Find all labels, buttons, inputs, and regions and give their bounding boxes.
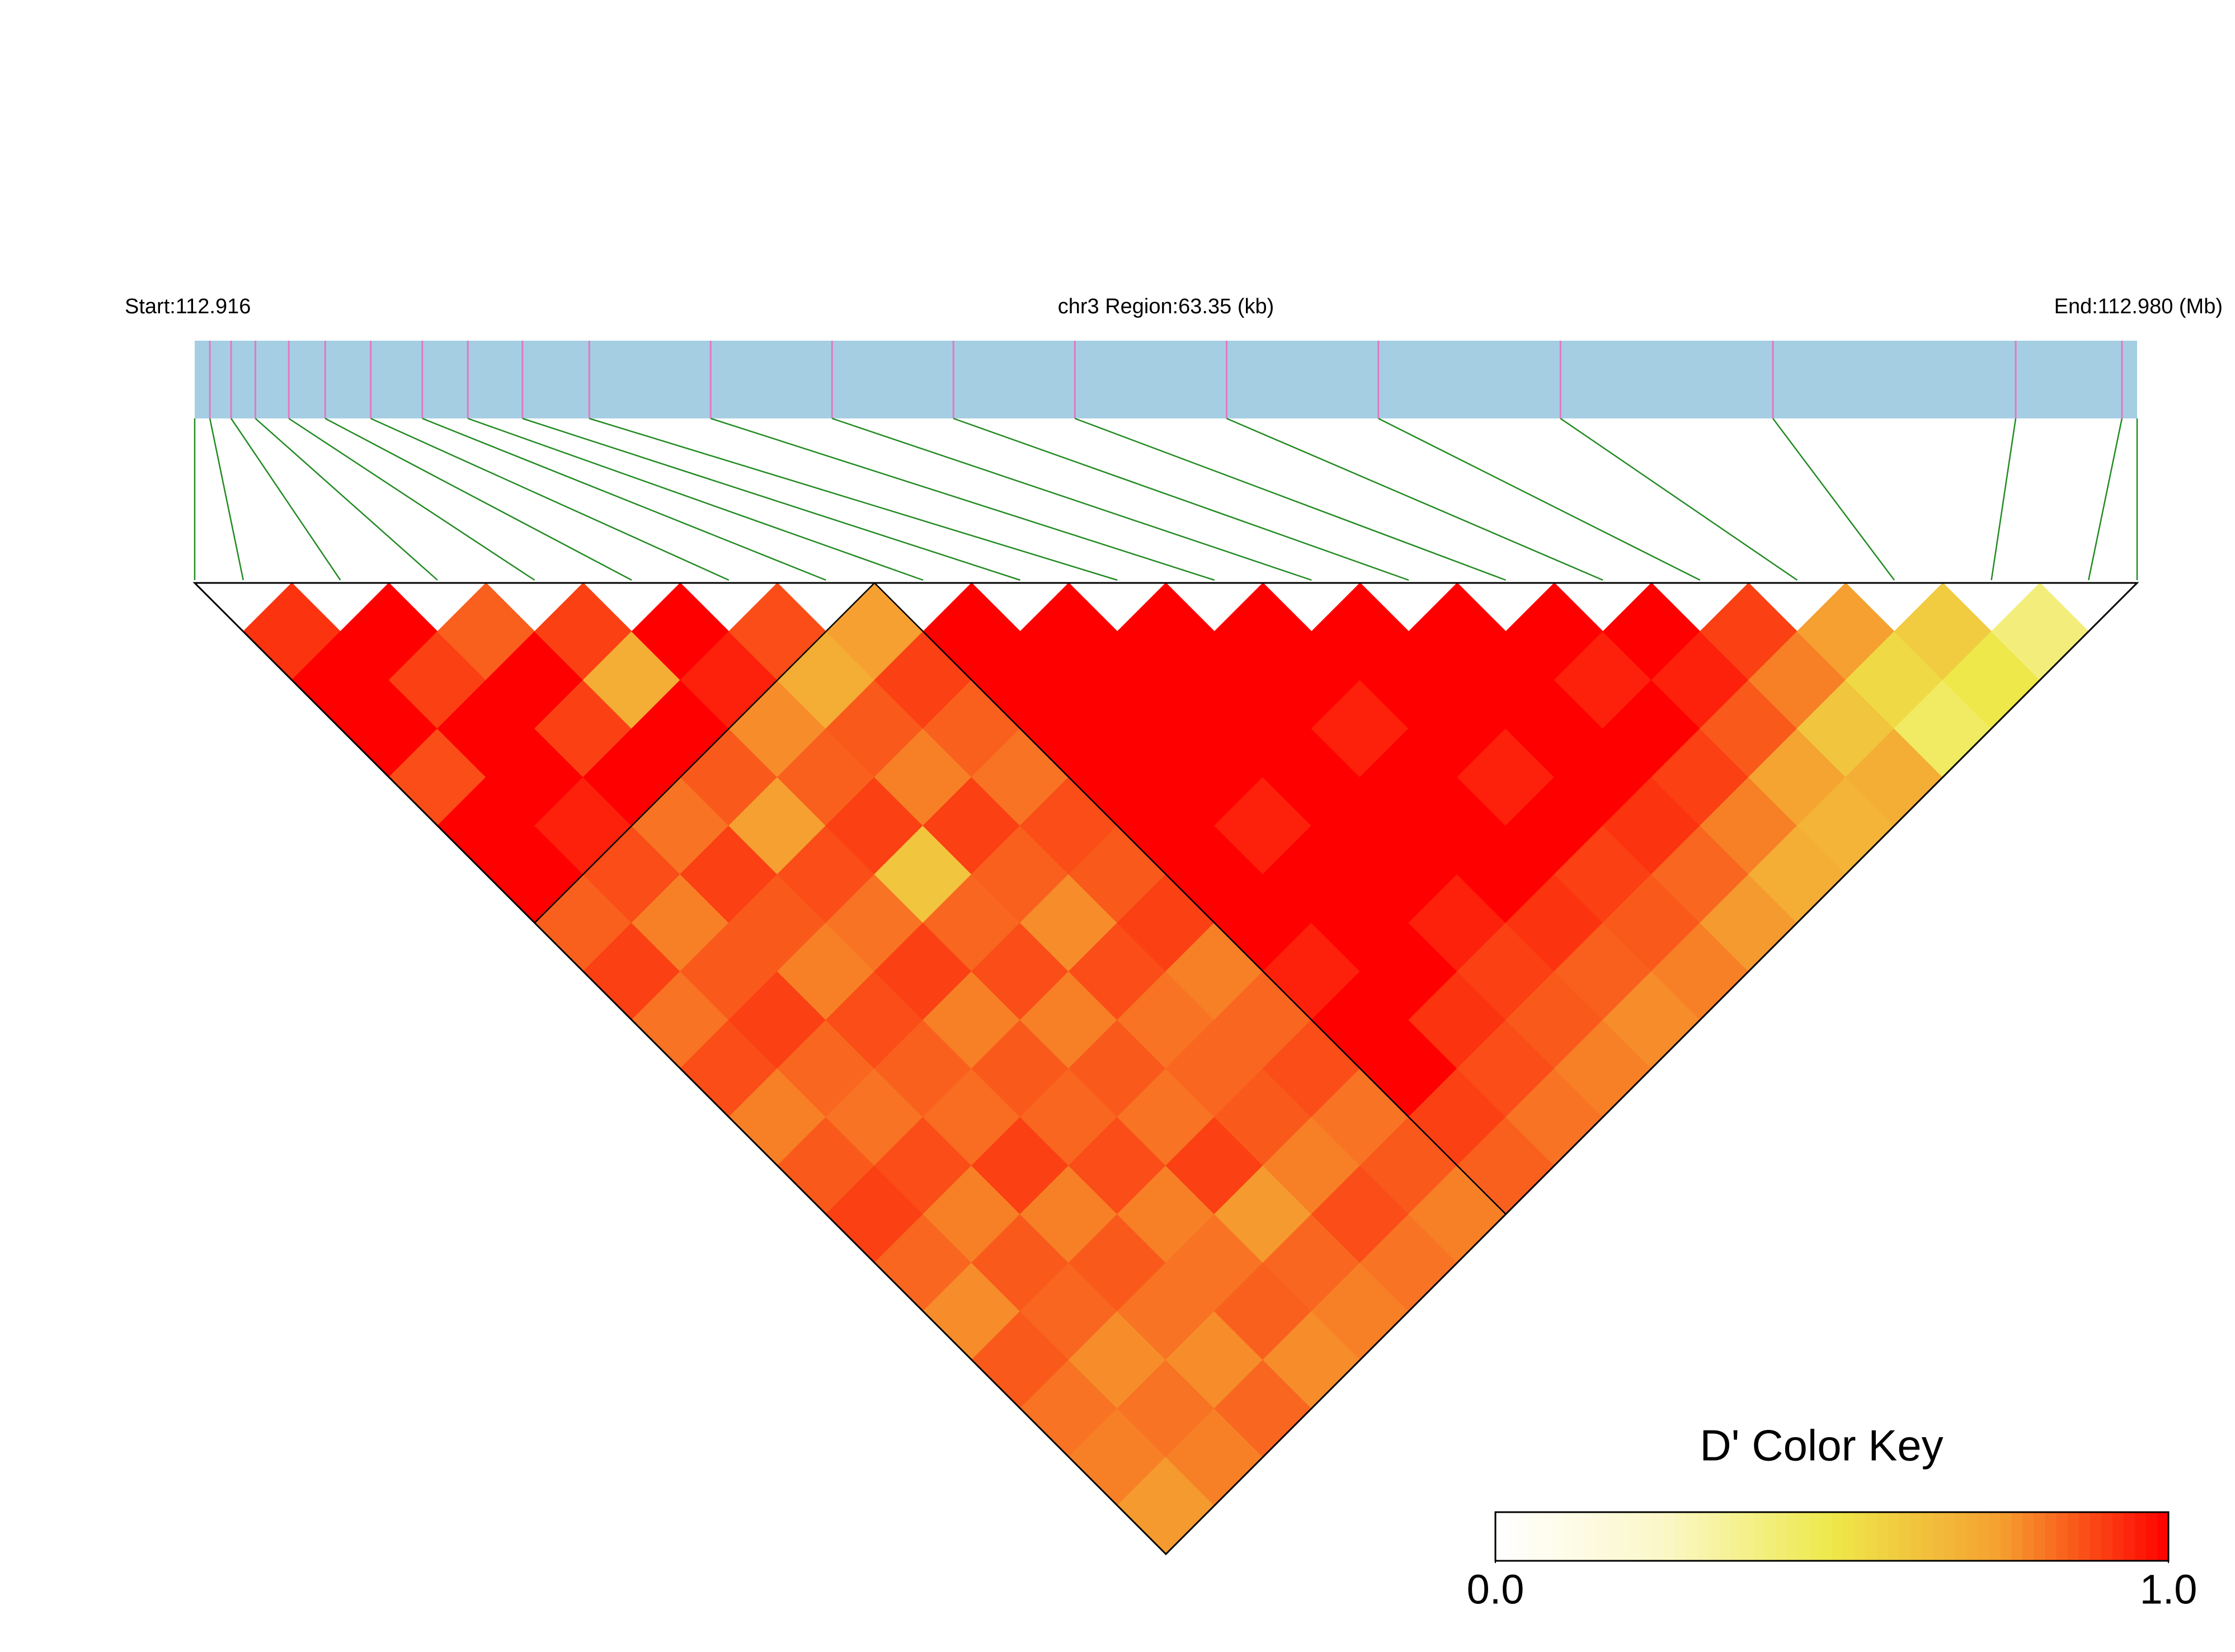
snp-link (209, 418, 244, 581)
snp-link (467, 417, 924, 581)
color-key-step (1765, 1512, 1777, 1561)
color-key-tick-label: 0.0 (1467, 1566, 1524, 1613)
color-key-step (1585, 1512, 1597, 1561)
snp-link (1378, 417, 1701, 581)
color-key-step (1989, 1512, 2001, 1561)
color-key-step (1663, 1512, 1676, 1561)
color-key-step (1944, 1512, 1956, 1561)
color-key-step (2078, 1512, 2091, 1561)
color-key-tick-label: 1.0 (2140, 1566, 2198, 1613)
color-key-step (1529, 1512, 1541, 1561)
color-key-step (2134, 1512, 2147, 1561)
color-key-step (1876, 1512, 1889, 1561)
color-key-step (1630, 1512, 1642, 1561)
snp-link (1226, 417, 1603, 581)
snp-link (1772, 418, 1895, 581)
color-key-step (1966, 1512, 1979, 1561)
color-key-step (1742, 1512, 1754, 1561)
ld-block (192, 582, 877, 924)
color-key-step (1899, 1512, 1911, 1561)
snp-link (255, 418, 438, 581)
color-key-step (1731, 1512, 1743, 1561)
color-key-step (2000, 1512, 2012, 1561)
color-key-step (1618, 1512, 1631, 1561)
snp-link (953, 417, 1409, 581)
position-bar (195, 341, 2137, 418)
snp-link (230, 418, 341, 581)
color-key-step (2034, 1512, 2046, 1561)
color-key-step (2056, 1512, 2068, 1561)
color-key-frame (1494, 1511, 2170, 1562)
color-key-step (1697, 1512, 1709, 1561)
snp-link (288, 417, 535, 581)
color-key-step (2123, 1512, 2135, 1561)
snp-link (422, 417, 826, 581)
color-key-step (1495, 1512, 1508, 1561)
snp-link (370, 417, 730, 581)
color-key-step (1518, 1512, 1530, 1561)
color-key-step (1686, 1512, 1698, 1561)
color-key-step (1809, 1512, 1822, 1561)
color-key-step (1888, 1512, 1900, 1561)
snp-link (2087, 418, 2123, 581)
snp-link (589, 417, 1118, 581)
color-key-step (1708, 1512, 1720, 1561)
color-key-step (1854, 1512, 1866, 1561)
color-key-step (1932, 1512, 1945, 1561)
color-key-step (1798, 1512, 1810, 1561)
color-key-step (1652, 1512, 1664, 1561)
region-label: chr3 Region:63.35 (kb) (1058, 295, 1274, 318)
end-label: End:112.980 (Mb) (2054, 295, 2223, 318)
color-key-step (1921, 1512, 1933, 1561)
color-key-step (1551, 1512, 1564, 1561)
color-key-step (2090, 1512, 2102, 1561)
snp-link (1560, 417, 1798, 581)
color-key-step (2101, 1512, 2113, 1561)
color-key-step (1674, 1512, 1687, 1561)
color-key-step (2045, 1512, 2057, 1561)
color-key-step (1507, 1512, 1519, 1561)
snp-link (831, 417, 1312, 581)
color-key-step (2011, 1512, 2024, 1561)
start-label: Start:112.916 (125, 295, 251, 318)
color-key-step (2112, 1512, 2124, 1561)
color-key-step (1955, 1512, 1968, 1561)
color-key-step (1720, 1512, 1732, 1561)
snp-link (324, 417, 632, 581)
color-key-step (1820, 1512, 1833, 1561)
color-key-step (1540, 1512, 1552, 1561)
color-key-step (1832, 1512, 1844, 1561)
color-key-step (1978, 1512, 1990, 1561)
color-key-step (1641, 1512, 1653, 1561)
color-key-step (1596, 1512, 1608, 1561)
color-key-step (2022, 1512, 2035, 1561)
snp-link (522, 417, 1020, 581)
color-key-step (1776, 1512, 1788, 1561)
color-key-step (1607, 1512, 1620, 1561)
color-key-step (1753, 1512, 1766, 1561)
snp-link (710, 417, 1215, 581)
color-key-title: D' Color Key (1700, 1421, 1943, 1470)
color-key-step (1787, 1512, 1799, 1561)
snp-link (1991, 418, 2017, 581)
color-key-step (1574, 1512, 1586, 1561)
color-key-step (1910, 1512, 1922, 1561)
ld-block (873, 582, 2139, 1216)
color-key-step (2157, 1512, 2169, 1561)
color-key-step (2067, 1512, 2079, 1561)
color-key-step (1843, 1512, 1855, 1561)
color-key-step (2145, 1512, 2158, 1561)
snp-link (1074, 417, 1507, 581)
color-key-step (1563, 1512, 1575, 1561)
color-key-step (1865, 1512, 1878, 1561)
